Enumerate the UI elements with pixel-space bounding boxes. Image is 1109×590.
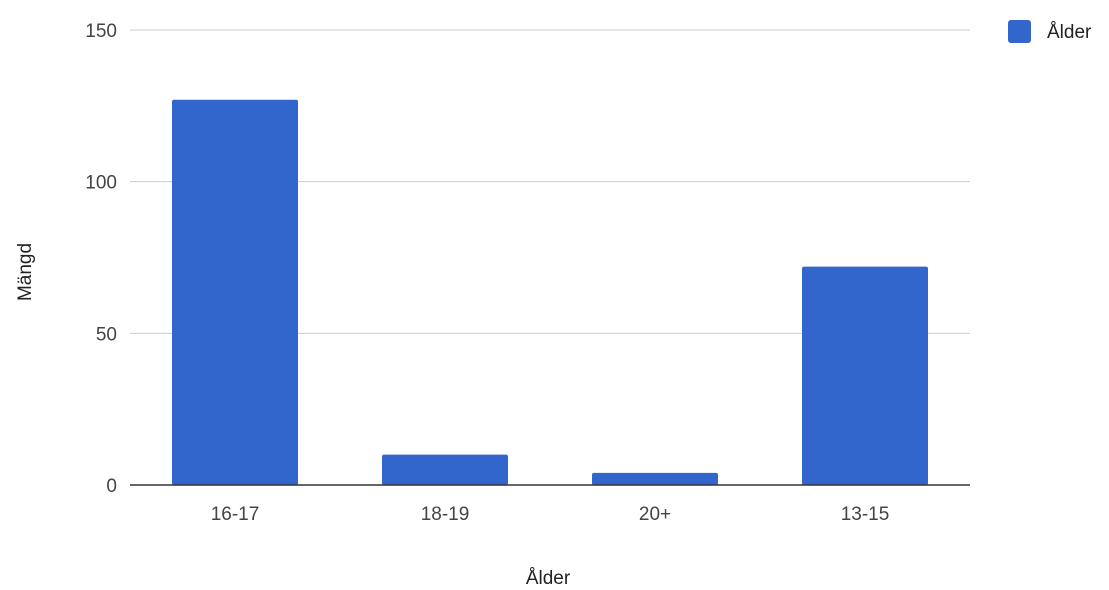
y-tick-label: 150 [85,21,117,42]
bar[interactable] [172,99,298,486]
bar[interactable] [802,266,928,485]
y-axis-ticks: 0 50 100 150 [85,21,117,497]
x-axis-ticks: 16-17 18-19 20+ 13-15 [211,504,890,525]
bar-series [172,99,928,486]
y-tick-label: 0 [106,476,117,497]
x-tick-label: 13-15 [841,504,890,525]
legend-swatch [1008,20,1031,43]
x-tick-label: 16-17 [211,504,260,525]
y-tick-label: 50 [96,324,117,345]
x-axis-title: Ålder [526,568,571,589]
bar[interactable] [592,472,718,485]
y-tick-label: 100 [85,173,117,194]
x-tick-label: 18-19 [421,504,470,525]
x-tick-label: 20+ [639,504,671,525]
y-axis-title: Mängd [15,243,36,301]
legend-label: Ålder [1047,22,1092,43]
legend[interactable]: Ålder [1008,20,1092,43]
bar[interactable] [382,454,508,485]
